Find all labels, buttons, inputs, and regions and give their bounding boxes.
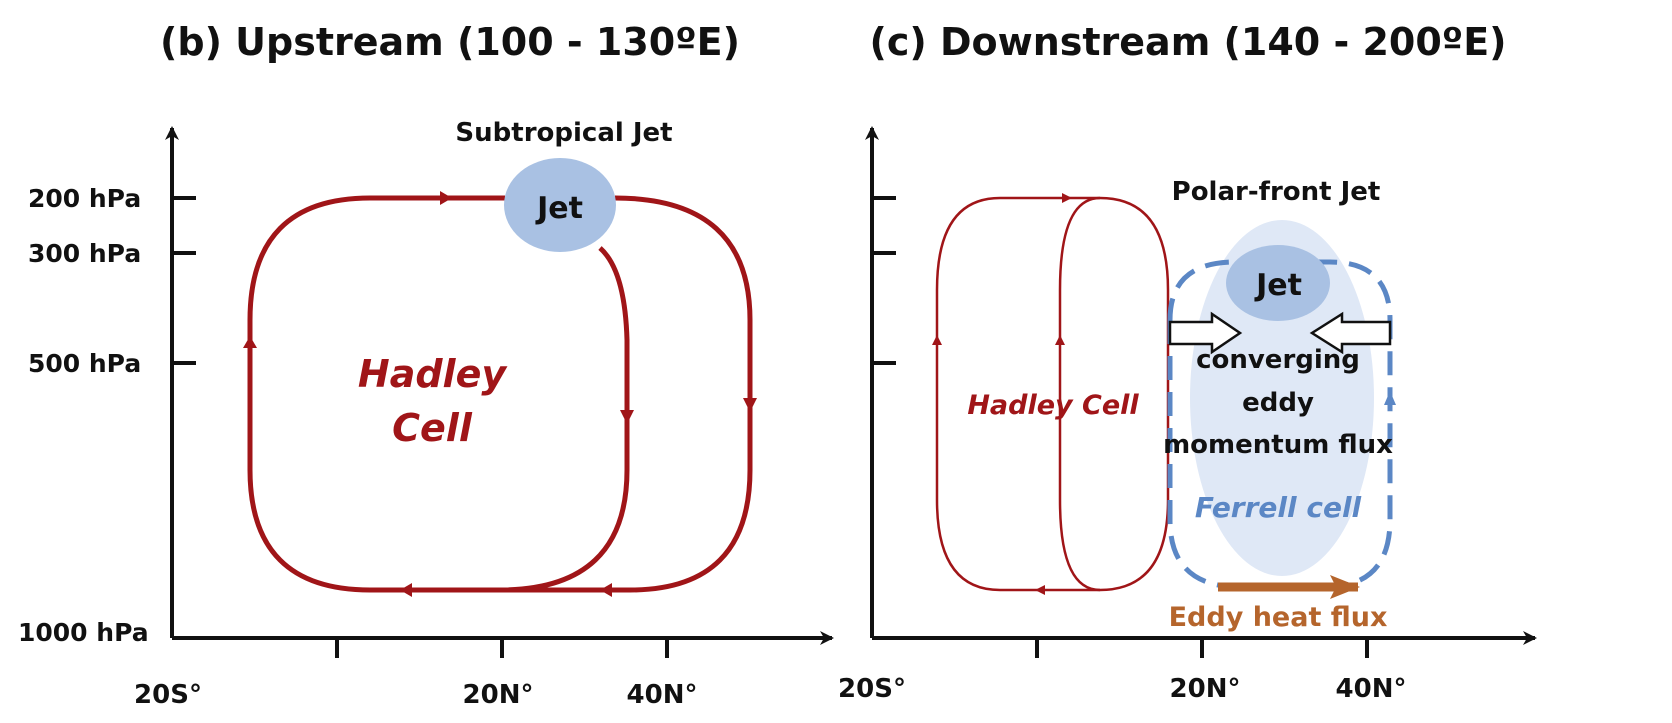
panel-b-title: (b) Upstream (100 - 130ºE) [160,20,740,64]
converging-arrow-right [1309,311,1392,355]
ferrell-cell-fill [1190,220,1374,576]
panel-b-hadley-inner-loop [247,195,630,593]
eddy-heat-flux-label: Eddy heat flux [1169,602,1388,633]
level-1000-label: 1000 hPa [18,618,149,647]
level-500-label: 500 hPa [28,349,141,378]
panel-b-hadley-circulation [247,195,753,593]
panel-c-title: (c) Downstream (140 - 200ºE) [869,20,1506,64]
ferrell-cell-loop [1167,259,1393,590]
panel-c-hadley-circulation [935,196,1170,592]
panel-c-axes [865,126,1537,658]
polar-front-jet-core [1226,245,1330,321]
subtropical-jet-core [504,158,616,252]
polar-front-jet-label: Polar-front Jet [1172,177,1381,207]
panel-b-tick-20s: 20S° [134,680,202,710]
panel-b-axes [165,126,834,658]
panel-c-hadley-inner-loop [1058,196,1101,592]
panel-b-tick-40n: 40N° [627,680,698,710]
converging-arrow-left [1168,311,1243,355]
panel-b-hadley-outer-loop [500,195,753,593]
panel-b-tick-20n: 20N° [463,680,534,710]
panel-c-jet-text: Jet [1254,268,1302,303]
panel-b-jet-text: Jet [535,191,583,226]
ferrell-flow-arrow [1384,391,1396,405]
panel-c-tick-20n: 20N° [1170,674,1241,704]
eddy-text-line2: eddy [1242,388,1314,418]
eddy-text-line3: momentum flux [1163,430,1393,460]
panel-c-hadley-label: Hadley Cell [967,390,1139,421]
panel-b-hadley-label-line1: Hadley [358,352,508,396]
level-300-label: 300 hPa [28,239,141,268]
panel-b-hadley-label-line2: Cell [392,406,473,450]
panel-c-tick-20s: 20S° [838,674,906,704]
panel-c-flow-arrows [932,193,1072,595]
panel-c-hadley-outer-loop [935,196,1170,592]
level-200-label: 200 hPa [28,184,141,213]
panel-b-flow-arrows [243,191,757,597]
ferrell-cell-label: Ferrell cell [1195,491,1362,524]
panel-c-tick-40n: 40N° [1336,674,1407,704]
eddy-text-line1: converging [1196,345,1360,375]
subtropical-jet-label: Subtropical Jet [455,118,672,148]
